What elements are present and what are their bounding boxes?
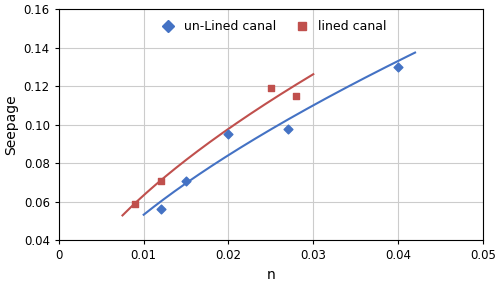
Point (284, 126, 292, 131)
Point (224, 132, 232, 137)
Point (182, 178, 190, 183)
Point (131, 201, 139, 206)
Point (394, 65, 402, 69)
Y-axis label: Seepage: Seepage (4, 94, 18, 155)
Point (156, 178, 164, 183)
Point (292, 94, 300, 98)
Point (267, 86, 275, 90)
Point (156, 207, 164, 212)
Legend: un-Lined canal, lined canal: un-Lined canal, lined canal (150, 15, 392, 38)
X-axis label: n: n (266, 268, 276, 282)
